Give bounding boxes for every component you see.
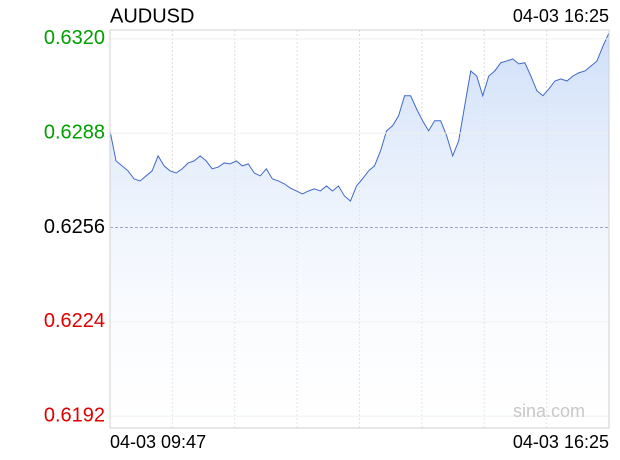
watermark: sina.com [513, 401, 585, 421]
price-line [109, 32, 610, 202]
y-tick-label: 0.6320 [44, 27, 105, 49]
chart-title: AUDUSD [110, 5, 194, 27]
plot-frame [109, 29, 610, 429]
y-tick-label: 0.6256 [44, 216, 105, 238]
timestamp: 04-03 16:25 [513, 6, 609, 26]
area [110, 32, 609, 428]
x-end-label: 04-03 16:25 [513, 432, 609, 452]
x-start-label: 04-03 09:47 [110, 432, 206, 452]
y-tick-label: 0.6224 [44, 310, 105, 332]
y-tick-label: 0.6288 [44, 121, 105, 143]
y-tick-label: 0.6192 [44, 404, 105, 426]
